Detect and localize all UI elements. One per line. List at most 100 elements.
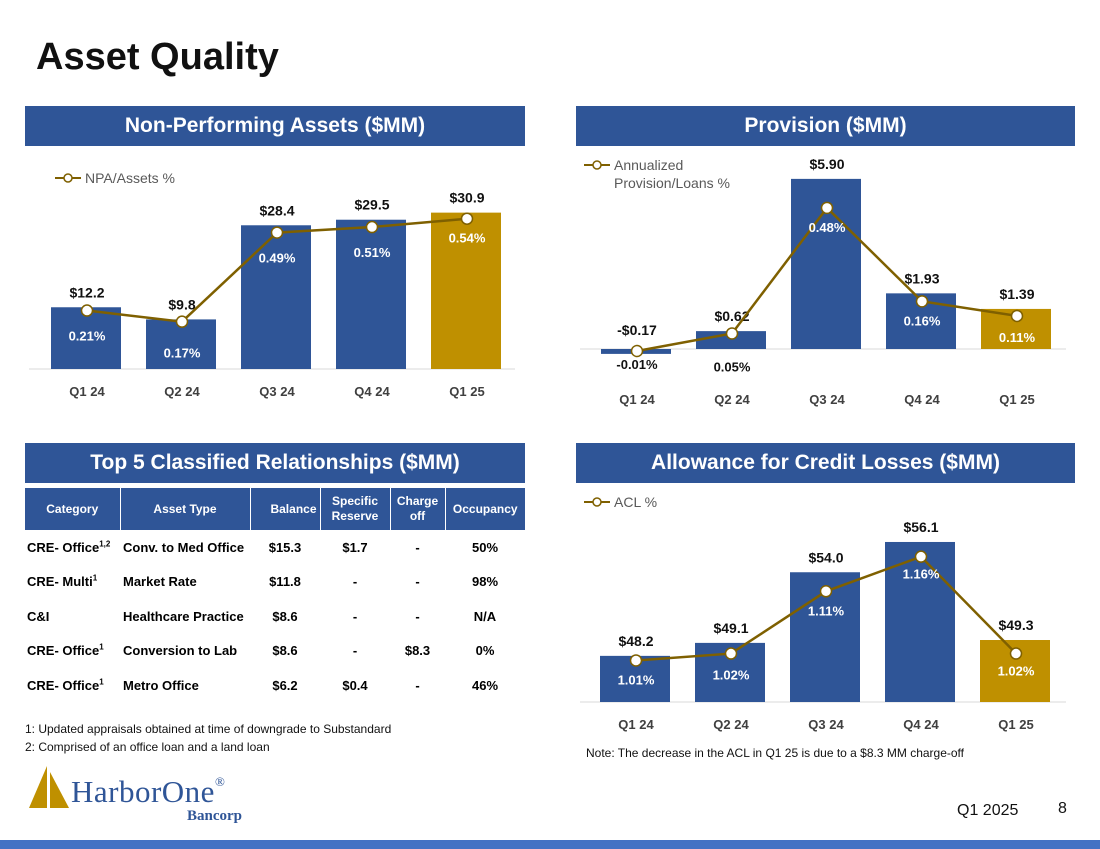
harborone-logo: HarborOne® Bancorp xyxy=(25,760,285,830)
npa-line-value-label: 0.17% xyxy=(164,346,201,361)
cell-occupancy: 98% xyxy=(471,574,499,590)
acl-panel-title: Allowance for Credit Losses ($MM) xyxy=(651,451,1000,474)
provision-line-point xyxy=(915,295,929,308)
footnote-2: 2: Comprised of an office loan and a lan… xyxy=(25,740,270,754)
acl-line-point xyxy=(1009,647,1023,660)
npa-bar xyxy=(241,225,311,369)
npa-category-label: Q2 24 xyxy=(164,384,200,399)
legend-label: Annualized xyxy=(614,157,683,173)
page-title: Asset Quality xyxy=(36,36,279,78)
npa-line-value-label: 0.54% xyxy=(449,231,486,246)
table-row: CRE- Office1,2 Conv. to Med Office $15.3… xyxy=(25,530,525,565)
npa-category-label: Q1 24 xyxy=(69,384,105,399)
npa-line-point xyxy=(80,304,94,317)
npa-bar-value-label: $12.2 xyxy=(69,284,104,300)
acl-line-point xyxy=(629,654,643,667)
cell-category: CRE- Office1 xyxy=(27,677,104,693)
table-row: CRE- Multi1 Market Rate $11.8 - - 98% xyxy=(25,565,525,600)
provision-bar xyxy=(696,331,766,349)
npa-bar-value-label: $9.8 xyxy=(168,296,195,312)
cell-balance: $15.3 xyxy=(268,539,302,555)
cell-specific-reserve: $0.4 xyxy=(342,677,368,693)
cell-occupancy: N/A xyxy=(473,608,497,624)
provision-panel-title: Provision ($MM) xyxy=(744,114,907,137)
npa-bar xyxy=(51,307,121,369)
classified-relationships-table: Category Asset Type Balance Specific Res… xyxy=(25,488,525,703)
acl-legend: ACL % xyxy=(584,494,657,510)
footnote-1: 1: Updated appraisals obtained at time o… xyxy=(25,722,392,736)
cell-balance: $11.8 xyxy=(269,574,301,590)
provision-line-value-label: 0.48% xyxy=(809,220,846,235)
acl-line-value-label: 1.02% xyxy=(998,664,1035,679)
npa-line-point xyxy=(365,220,379,234)
npa-category-label: Q3 24 xyxy=(259,384,295,399)
provision-line-point xyxy=(630,344,644,358)
table-row: C&I Healthcare Practice $8.6 - - N/A xyxy=(25,599,525,634)
column-header-category: Category xyxy=(25,488,121,530)
cell-charge-off: - xyxy=(415,608,420,624)
cell-occupancy: 50% xyxy=(471,539,499,555)
column-header-charge-off: Charge off xyxy=(390,488,446,530)
provision-category-label: Q3 24 xyxy=(809,392,845,407)
column-header-balance: Balance xyxy=(250,488,321,530)
provision-line-point xyxy=(820,201,834,215)
provision-category-label: Q2 24 xyxy=(714,392,750,407)
cell-charge-off: - xyxy=(415,574,420,590)
cell-charge-off: $8.3 xyxy=(404,643,431,659)
cell-asset-type: Conversion to Lab xyxy=(123,643,238,659)
acl-line-value-label: 1.11% xyxy=(808,603,845,618)
column-header-asset-type: Asset Type xyxy=(120,488,251,530)
provision-line-point xyxy=(1010,309,1024,323)
npa-category-label: Q1 25 xyxy=(449,384,484,399)
provision-category-label: Q4 24 xyxy=(904,392,940,407)
npa-line-value-label: 0.21% xyxy=(69,329,106,344)
legend-point-marker xyxy=(592,160,602,170)
npa-bar-value-label: $29.5 xyxy=(354,197,389,213)
npa-line-point xyxy=(270,226,284,239)
cell-asset-type: Market Rate xyxy=(123,574,197,590)
legend-label: ACL % xyxy=(614,494,657,510)
sail-icon xyxy=(29,766,69,808)
cell-occupancy: 46% xyxy=(471,677,499,693)
classified-panel-title: Top 5 Classified Relationships ($MM) xyxy=(90,451,460,474)
cell-category: CRE- Office1,2 xyxy=(27,539,111,555)
column-header-occupancy: Occupancy xyxy=(445,488,525,530)
cell-balance: $6.2 xyxy=(272,677,298,693)
classified-panel-header: Top 5 Classified Relationships ($MM) xyxy=(25,443,525,483)
bottom-band xyxy=(0,840,1100,849)
cell-specific-reserve: - xyxy=(352,608,358,624)
acl-line-value-label: 1.01% xyxy=(618,672,655,687)
npa-line-value-label: 0.51% xyxy=(354,245,391,260)
npa-line-value-label: 0.49% xyxy=(259,251,296,266)
table-row: CRE- Office1 Metro Office $6.2 $0.4 - 46… xyxy=(25,668,525,703)
acl-category-label: Q3 24 xyxy=(808,717,844,732)
provision-bar-value-label: -$0.17 xyxy=(617,322,657,338)
cell-charge-off: - xyxy=(415,677,420,693)
cell-asset-type: Healthcare Practice xyxy=(123,608,244,624)
legend-label: Provision/Loans % xyxy=(614,175,730,191)
acl-panel-header: Allowance for Credit Losses ($MM) xyxy=(576,443,1075,483)
legend-point-marker xyxy=(592,497,602,507)
npa-panel-header: Non-Performing Assets ($MM) xyxy=(25,106,525,146)
npa-bar-value-label: $28.4 xyxy=(259,202,294,218)
npa-legend: NPA/Assets % xyxy=(55,170,175,186)
provision-line-value-label: 0.11% xyxy=(999,330,1036,345)
provision-line-value-label: -0.01% xyxy=(616,357,658,372)
logo-subtitle: Bancorp xyxy=(187,808,243,824)
acl-bar-value-label: $48.2 xyxy=(618,633,653,649)
acl-bar-value-label: $54.0 xyxy=(808,549,843,565)
provision-legend: Annualized Provision/Loans % xyxy=(584,157,730,191)
npa-line-point xyxy=(175,315,189,328)
npa-bar-value-label: $30.9 xyxy=(449,190,484,206)
cell-asset-type: Metro Office xyxy=(123,677,199,693)
cell-specific-reserve: - xyxy=(352,643,358,659)
acl-line-value-label: 1.02% xyxy=(713,668,750,683)
npa-panel-title: Non-Performing Assets ($MM) xyxy=(124,114,426,137)
acl-category-label: Q1 24 xyxy=(618,717,654,732)
acl-note: Note: The decrease in the ACL in Q1 25 i… xyxy=(586,746,964,760)
provision-bar-value-label: $1.93 xyxy=(904,270,939,286)
provision-panel-header: Provision ($MM) xyxy=(576,106,1075,146)
cell-category: CRE- Multi1 xyxy=(27,573,98,590)
acl-category-label: Q2 24 xyxy=(713,717,749,732)
